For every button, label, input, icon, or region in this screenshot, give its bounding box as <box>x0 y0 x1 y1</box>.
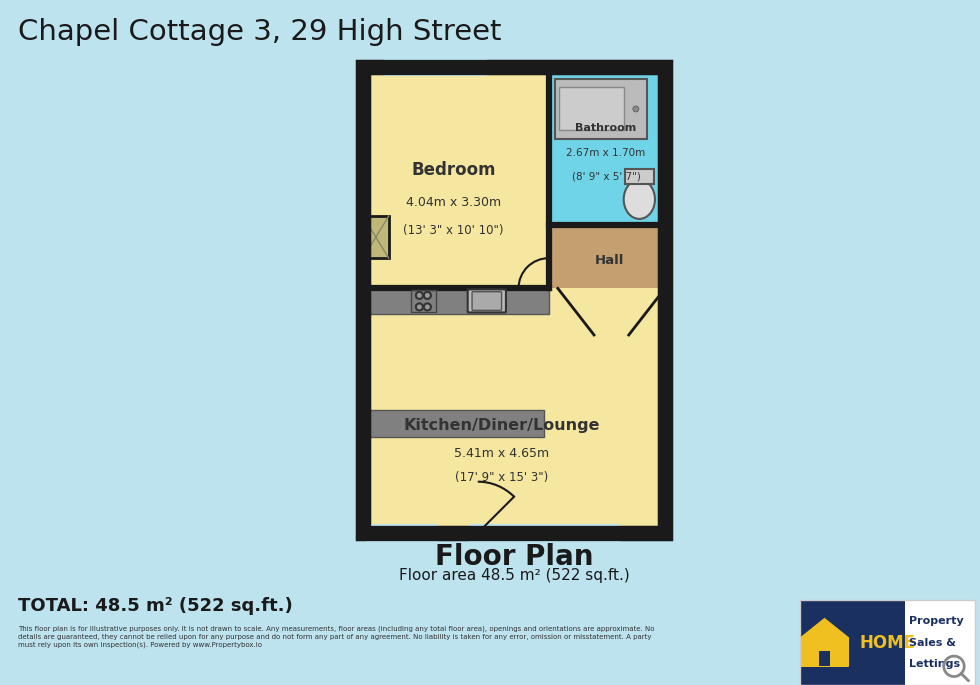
Circle shape <box>633 106 639 112</box>
Text: Bathroom: Bathroom <box>575 123 637 133</box>
Text: Bedroom: Bedroom <box>412 160 496 179</box>
Bar <box>624 169 654 184</box>
Text: 2.67m x 1.70m: 2.67m x 1.70m <box>566 148 646 158</box>
Circle shape <box>424 303 431 310</box>
FancyBboxPatch shape <box>472 292 502 310</box>
Bar <box>363 67 549 288</box>
Text: Sales &: Sales & <box>908 638 956 647</box>
Text: (13' 3" x 10' 10"): (13' 3" x 10' 10") <box>404 223 504 236</box>
Bar <box>549 67 665 225</box>
Circle shape <box>416 303 423 310</box>
Bar <box>549 225 665 288</box>
Text: TOTAL: 48.5 m² (522 sq.ft.): TOTAL: 48.5 m² (522 sq.ft.) <box>18 597 293 615</box>
Text: Floor Plan: Floor Plan <box>435 543 593 571</box>
Bar <box>363 67 665 533</box>
Bar <box>800 600 975 685</box>
Circle shape <box>416 292 423 299</box>
Text: HOME: HOME <box>859 634 915 651</box>
Bar <box>363 410 544 436</box>
Bar <box>819 651 830 667</box>
Bar <box>363 288 549 314</box>
Bar <box>800 600 905 685</box>
Text: Floor area 48.5 m² (522 sq.ft.): Floor area 48.5 m² (522 sq.ft.) <box>399 568 629 583</box>
Bar <box>393 63 478 71</box>
Polygon shape <box>801 619 849 667</box>
Text: (17' 9" x 15' 3"): (17' 9" x 15' 3") <box>456 471 549 484</box>
Bar <box>363 67 665 533</box>
Bar <box>555 79 647 139</box>
Bar <box>905 600 975 685</box>
Text: Kitchen/Diner/Lounge: Kitchen/Diner/Lounge <box>404 419 600 434</box>
Text: 4.04m x 3.30m: 4.04m x 3.30m <box>406 196 501 209</box>
Bar <box>800 600 975 685</box>
Text: 5.41m x 4.65m: 5.41m x 4.65m <box>455 447 550 460</box>
Bar <box>411 290 436 312</box>
Text: (8' 9" x 5' 7"): (8' 9" x 5' 7") <box>571 171 641 182</box>
Bar <box>560 86 624 130</box>
Bar <box>363 67 665 533</box>
Text: Chapel Cottage 3, 29 High Street: Chapel Cottage 3, 29 High Street <box>18 18 502 46</box>
Ellipse shape <box>623 179 655 219</box>
FancyBboxPatch shape <box>467 289 506 312</box>
Text: Lettings: Lettings <box>908 659 959 669</box>
Text: Hall: Hall <box>595 254 624 267</box>
Text: Property: Property <box>908 616 963 626</box>
Text: This floor plan is for illustrative purposes only. It is not drawn to scale. Any: This floor plan is for illustrative purp… <box>18 625 655 648</box>
Circle shape <box>424 292 431 299</box>
Bar <box>363 216 389 258</box>
Bar <box>538 529 611 537</box>
Bar <box>375 529 429 537</box>
